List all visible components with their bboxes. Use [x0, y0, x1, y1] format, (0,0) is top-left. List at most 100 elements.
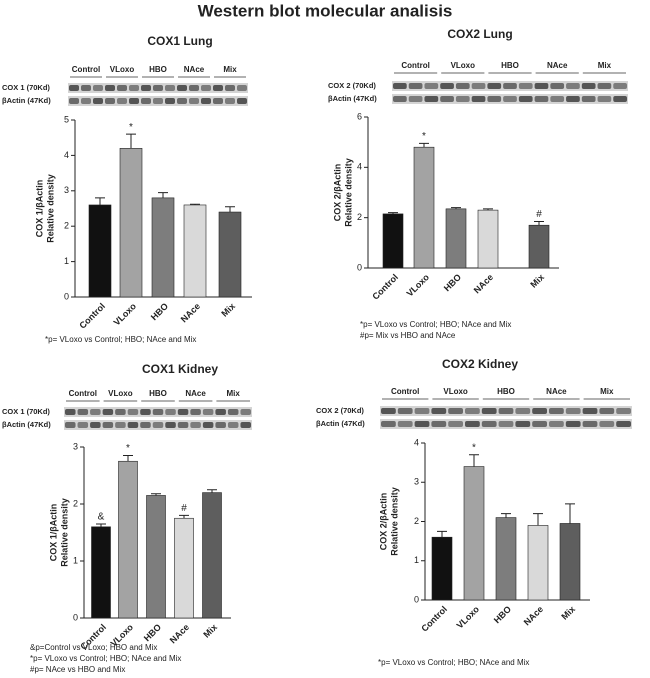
y-tick-label: 1: [73, 555, 78, 565]
y-tick-label: 4: [357, 162, 362, 172]
blot-lane-label: Control: [391, 387, 419, 396]
error-bar: [469, 454, 479, 467]
blot-lane-label: VLoxo: [108, 389, 133, 398]
blot-band: [597, 96, 612, 102]
blot-band: [534, 83, 549, 89]
bar: [559, 523, 581, 601]
error-bar: [225, 206, 235, 213]
significance-marker: *: [129, 122, 133, 133]
blot-band: [498, 408, 514, 414]
blot-band: [117, 98, 127, 104]
blot-row-label: βActin (47Kd): [316, 419, 365, 428]
blot-band: [127, 422, 139, 428]
bar: [146, 495, 166, 619]
blot-lane-label: Control: [69, 389, 97, 398]
blot-band: [201, 85, 211, 91]
blot-row-label: βActin (47Kd): [328, 94, 377, 103]
blot-band: [613, 96, 627, 102]
blot-band: [481, 421, 497, 427]
y-axis-label: COX 2/βActin: [378, 493, 388, 551]
blot-band: [393, 83, 407, 89]
blot-band: [69, 85, 79, 91]
bar: [431, 536, 453, 601]
blot-band: [153, 85, 163, 91]
blot-band: [408, 83, 423, 89]
blot-band: [616, 408, 631, 414]
blot-band: [177, 98, 187, 104]
blot-band: [549, 408, 564, 414]
blot-band: [115, 409, 126, 415]
blot-band: [565, 421, 581, 427]
blot-band: [189, 85, 199, 91]
blot-band: [424, 83, 439, 89]
bar: [495, 517, 517, 601]
y-tick-label: 3: [73, 441, 78, 451]
blot-lane-label: HBO: [149, 389, 167, 398]
blot-band: [102, 422, 114, 428]
blot-band: [503, 96, 517, 102]
blot-lane-label: Mix: [598, 61, 612, 70]
bar: [119, 148, 143, 298]
significance-marker: &: [98, 512, 105, 523]
footnote: #p= Mix vs HBO and NAce: [360, 331, 456, 340]
x-tick-label: VLoxo: [455, 604, 482, 631]
x-tick-label: HBO: [142, 622, 163, 643]
blot-band: [550, 96, 565, 102]
blot-band: [397, 421, 413, 427]
bar: [382, 213, 404, 269]
blot-band: [227, 409, 239, 415]
blot-band: [177, 422, 189, 428]
error-bar: [534, 220, 544, 226]
error-bar: [501, 513, 511, 518]
blot-band: [487, 83, 502, 89]
x-tick-label: Control: [419, 604, 449, 634]
x-tick-label: Mix: [201, 622, 219, 640]
significance-marker: #: [536, 209, 542, 220]
blot-band: [115, 422, 126, 428]
x-tick-label: Control: [77, 301, 107, 331]
blot-band: [414, 421, 430, 427]
blot-band: [465, 421, 480, 427]
blot-band: [503, 83, 517, 89]
x-tick-label: Control: [370, 272, 400, 302]
x-tick-label: HBO: [442, 272, 463, 293]
significance-marker: *: [126, 443, 130, 454]
blot-lane-label: Mix: [223, 65, 237, 74]
bar: [477, 209, 499, 269]
x-tick-label: NAce: [522, 604, 545, 627]
error-bar: [151, 493, 161, 496]
footnote: *p= VLoxo vs Control; HBO; NAce and Mix: [360, 320, 511, 329]
error-bar: [437, 530, 447, 538]
blot-band: [105, 85, 115, 91]
blot-band: [81, 98, 91, 104]
blot-band: [487, 96, 502, 102]
y-tick-label: 3: [414, 477, 419, 487]
blot-band: [140, 409, 151, 415]
blot-band: [129, 85, 139, 91]
blot-lane-label: HBO: [497, 387, 515, 396]
blot-lane-label: HBO: [501, 61, 519, 70]
blot-band: [565, 408, 581, 414]
y-tick-label: 2: [73, 498, 78, 508]
blot-band: [582, 408, 598, 414]
blot-band: [153, 98, 163, 104]
error-bar: [533, 513, 543, 526]
y-axis-label: COX 2/βActin: [332, 164, 342, 222]
blot-lane-label: Control: [401, 61, 429, 70]
footnote: #p= NAce vs HBO and Mix: [30, 665, 125, 674]
bar: [527, 525, 549, 601]
blot-band: [190, 422, 201, 428]
blot-band: [582, 421, 598, 427]
bar: [528, 224, 550, 269]
blot-band: [481, 408, 497, 414]
blot-band: [215, 409, 226, 415]
bar: [151, 197, 175, 298]
blot-band: [597, 83, 612, 89]
blot-lane-label: NAce: [547, 61, 568, 70]
footnote: &p=Control vs VLoxo; HBO and Mix: [30, 643, 157, 652]
y-tick-label: 4: [64, 150, 69, 160]
significance-marker: *: [472, 442, 476, 453]
blot-band: [518, 96, 533, 102]
error-bar: [451, 207, 461, 209]
blot-band: [397, 408, 413, 414]
